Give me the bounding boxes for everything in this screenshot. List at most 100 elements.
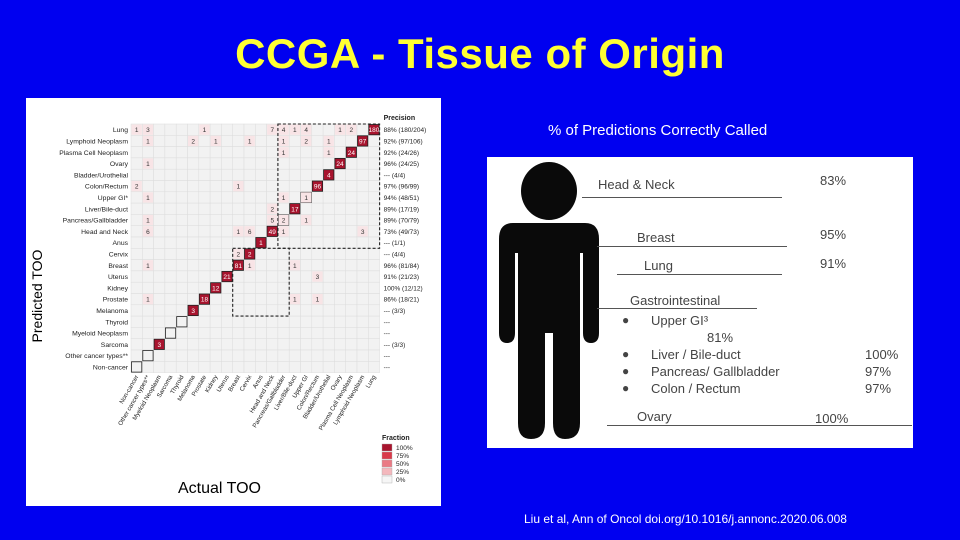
matrix-cell: [142, 146, 154, 159]
diagonal-cell: [323, 169, 335, 181]
precision-value: 92% (24/26): [384, 150, 419, 157]
lung-value: 91%: [820, 256, 847, 271]
matrix-cell: [356, 191, 369, 204]
matrix-cell: [187, 259, 200, 272]
matrix-cell: [266, 293, 279, 306]
matrix-cell: [345, 180, 358, 193]
matrix-cell: [322, 202, 335, 215]
matrix-cell: [334, 338, 346, 351]
colon-bullet-icon: ●: [622, 381, 630, 395]
matrix-cell: [368, 146, 380, 159]
off-diagonal-value: 2: [350, 127, 354, 134]
matrix-cell: [164, 349, 177, 362]
matrix-cell: [198, 349, 211, 362]
matrix-cell: [142, 180, 154, 193]
diagonal-value: 3: [157, 342, 161, 349]
off-diagonal-cell: [278, 124, 289, 135]
matrix-cell: [198, 168, 211, 181]
matrix-cell: [187, 361, 200, 373]
matrix-cell: [334, 236, 346, 249]
matrix-cell: [311, 225, 324, 238]
matrix-cell: [153, 293, 166, 306]
matrix-cell: [322, 327, 335, 339]
matrix-cell: [266, 327, 279, 339]
off-diagonal-value: 2: [304, 138, 308, 145]
matrix-cell: [198, 248, 211, 260]
matrix-cell: [356, 304, 369, 317]
matrix-cell: [164, 157, 177, 170]
precision-value: 96% (81/84): [384, 263, 419, 270]
matrix-cell: [288, 191, 301, 204]
matrix-cell: [221, 349, 233, 362]
gi-label: Gastrointestinal: [630, 293, 721, 308]
matrix-cell: [209, 214, 222, 226]
matrix-cell: [368, 236, 380, 249]
row-label: Thyroid: [105, 319, 128, 326]
precision-header: Precision: [384, 115, 416, 122]
matrix-cell: [243, 214, 256, 226]
matrix-cell: [209, 270, 222, 283]
matrix-cell: [175, 270, 188, 283]
matrix-cell: [368, 259, 380, 272]
matrix-cell: [322, 236, 335, 249]
precision-value: 92% (97/106): [384, 138, 423, 145]
matrix-cell: [356, 168, 369, 181]
matrix-cell: [288, 214, 301, 226]
off-diagonal-value: 7: [270, 127, 274, 134]
matrix-cell: [322, 259, 335, 272]
matrix-cell: [288, 157, 301, 170]
off-diagonal-value: 1: [146, 218, 150, 225]
matrix-cell: [232, 236, 245, 249]
off-diagonal-cell: [278, 135, 289, 147]
matrix-cell: [130, 293, 143, 306]
off-diagonal-cell: [244, 260, 255, 271]
matrix-cell: [255, 123, 267, 136]
matrix-cell: [243, 157, 256, 170]
matrix-cell: [255, 191, 267, 204]
matrix-cell: [300, 236, 313, 249]
off-diagonal-cell: [289, 260, 300, 271]
matrix-cell: [322, 293, 335, 306]
diagonal-value: 96: [314, 184, 322, 191]
matrix-cell: [209, 236, 222, 249]
matrix-cell: [232, 191, 245, 204]
matrix-cell: [153, 123, 166, 136]
off-diagonal-value: 2: [270, 206, 274, 213]
precision-value: ---: [384, 319, 391, 326]
x-axis-label: Actual TOO: [178, 480, 261, 497]
matrix-cell: [311, 191, 324, 204]
matrix-cell: [232, 135, 245, 147]
matrix-cell: [187, 281, 200, 294]
legend-swatch: [381, 475, 393, 484]
off-diagonal-cell: [233, 248, 244, 260]
matrix-cell: [266, 315, 279, 328]
matrix-cell: [209, 180, 222, 193]
diagonal-value: 12: [212, 285, 220, 292]
matrix-cell: [288, 225, 301, 238]
precision-value: 89% (70/79): [384, 218, 419, 225]
precision-value: ---: [384, 331, 391, 338]
matrix-cell: [356, 293, 369, 306]
matrix-cell: [288, 270, 301, 283]
matrix-cell: [153, 315, 166, 328]
matrix-cell: [356, 349, 369, 362]
matrix-cell: [255, 304, 267, 317]
off-diagonal-cell: [278, 147, 289, 158]
matrix-cell: [198, 146, 211, 159]
matrix-cell: [356, 259, 369, 272]
matrix-cell: [255, 157, 267, 170]
matrix-cell: [266, 180, 279, 193]
matrix-cell: [356, 146, 369, 159]
matrix-cell: [198, 202, 211, 215]
matrix-cell: [232, 304, 245, 317]
row-label: Lymphoid Neoplasm: [66, 138, 128, 145]
pancreas-label: Pancreas/ Gallbladder: [651, 364, 780, 379]
matrix-cell: [164, 248, 177, 260]
matrix-cell: [209, 293, 222, 306]
matrix-cell: [175, 236, 188, 249]
matrix-cell: [288, 361, 301, 373]
matrix-cell: [209, 225, 222, 238]
matrix-cell: [175, 146, 188, 159]
matrix-cell: [311, 315, 324, 328]
matrix-cell: [300, 146, 313, 159]
